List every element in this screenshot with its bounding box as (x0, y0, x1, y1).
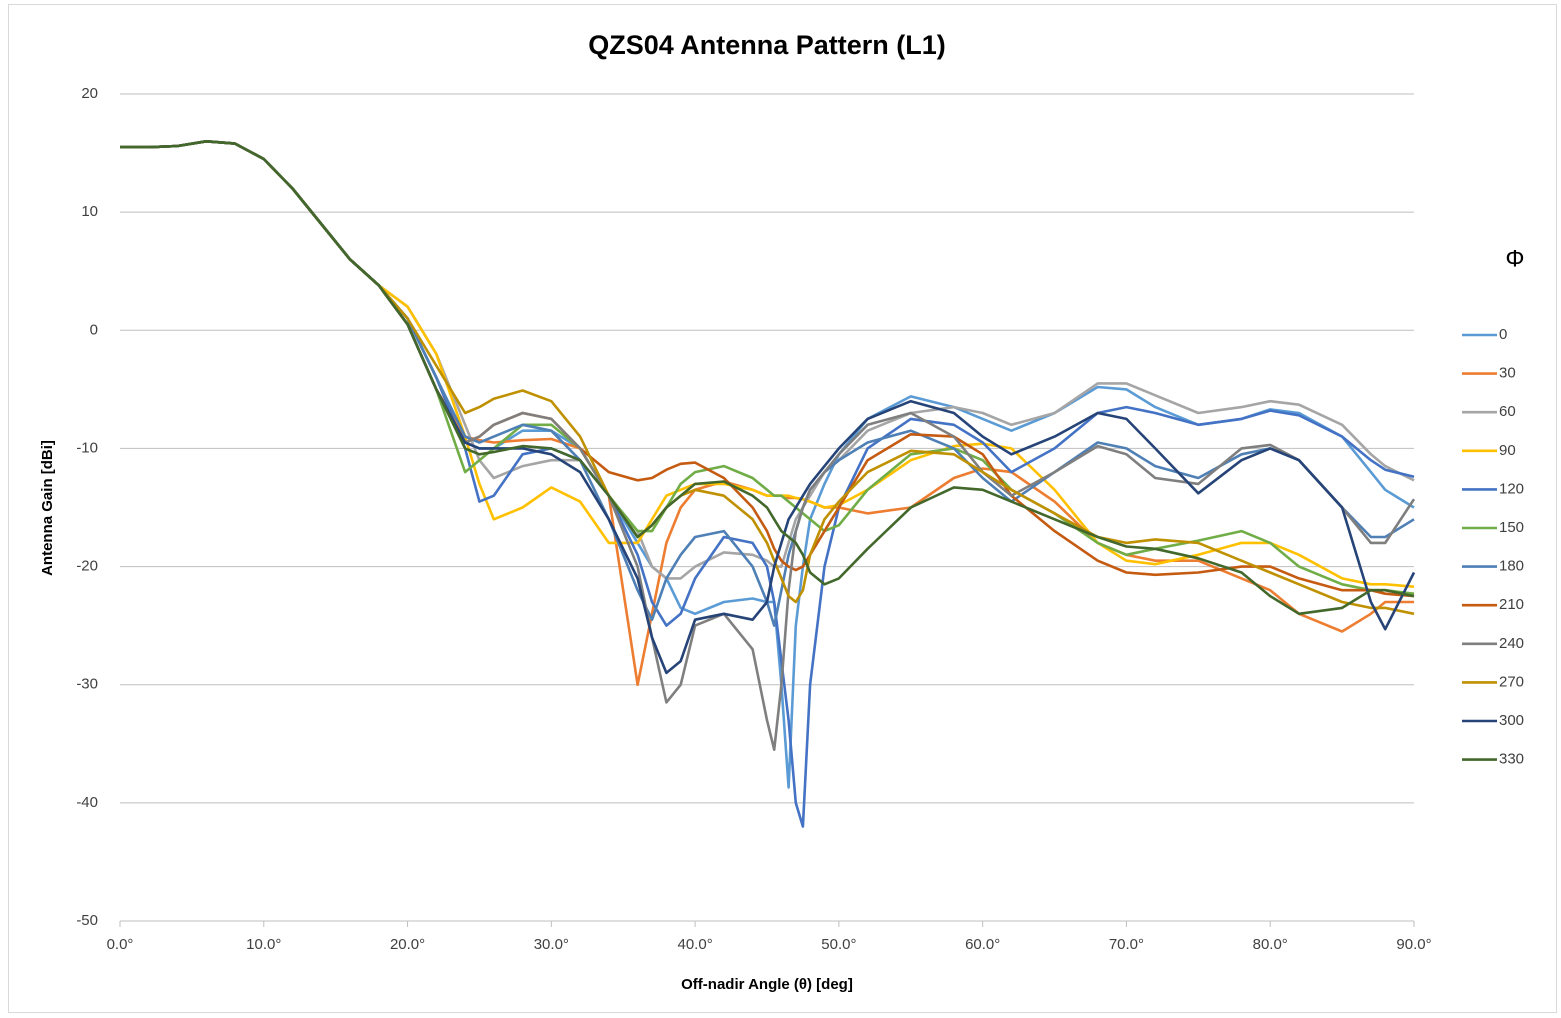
y-tick-label: -10 (76, 439, 98, 456)
x-tick-label: 50.0° (821, 936, 856, 953)
legend-label: 150 (1499, 519, 1524, 536)
x-tick-label: 20.0° (390, 936, 425, 953)
legend-label: 180 (1499, 558, 1524, 575)
y-axis-label: Antenna Gain [dBi] (39, 440, 56, 576)
y-tick-label: -50 (76, 912, 98, 929)
x-tick-label: 30.0° (534, 936, 569, 953)
series-line (120, 140, 1415, 616)
x-tick-label: 60.0° (965, 936, 1000, 953)
legend-label: 90 (1499, 442, 1516, 459)
legend-label: 120 (1499, 480, 1524, 497)
legend-title: Φ (1505, 245, 1524, 272)
y-tick-label: -30 (76, 676, 98, 693)
y-tick-label: 20 (81, 85, 98, 102)
legend-label: 0 (1499, 326, 1507, 343)
y-tick-label: 0 (90, 321, 98, 338)
x-tick-label: 90.0° (1396, 936, 1431, 953)
y-tick-label: -20 (76, 558, 98, 575)
y-tick-label: 10 (81, 203, 98, 220)
legend-label: 30 (1499, 365, 1516, 382)
legend-label: 60 (1499, 403, 1516, 420)
x-tick-label: 80.0° (1253, 936, 1288, 953)
x-tick-label: 10.0° (246, 936, 281, 953)
legend-label: 330 (1499, 751, 1524, 768)
legend-label: 270 (1499, 673, 1524, 690)
x-axis-label: Off-nadir Angle (θ) [deg] (681, 976, 853, 993)
y-tick-label: -40 (76, 794, 98, 811)
x-tick-label: 70.0° (1109, 936, 1144, 953)
legend-label: 300 (1499, 712, 1524, 729)
chart-border (8, 4, 1557, 1013)
chart-title: QZS04 Antenna Pattern (L1) (588, 30, 946, 60)
legend-label: 240 (1499, 635, 1524, 652)
legend-label: 210 (1499, 596, 1524, 613)
x-tick-label: 0.0° (107, 936, 134, 953)
x-tick-label: 40.0° (678, 936, 713, 953)
